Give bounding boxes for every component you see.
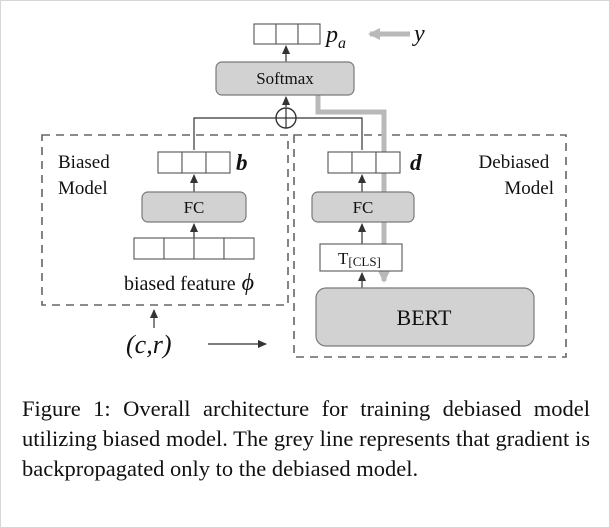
biased-feature-label: biased feature ϕ [124, 270, 254, 296]
biased-feature-vector [133, 237, 255, 260]
softmax-label: Softmax [256, 69, 314, 88]
tcls-node [319, 243, 403, 272]
tcls-label: T[CLS] [338, 249, 381, 269]
biased-model-label: Biased Model [58, 152, 114, 199]
figure-caption: Figure 1: Overall architecture for train… [22, 396, 590, 481]
vector-d-label: d [410, 150, 422, 175]
vector-b-label: b [236, 150, 248, 175]
vector-b [157, 151, 231, 174]
vector-d [327, 151, 401, 174]
bert-node [315, 287, 535, 347]
debiased-model-label: Debiased Model [479, 152, 554, 199]
debiased-model-boundary [293, 134, 567, 358]
architecture-diagram: pa y Softmax Biased Model Debiased Model… [41, 21, 567, 359]
prob-label: pa [324, 22, 346, 52]
softmax-node [215, 61, 355, 96]
b-to-combine-line [193, 117, 276, 150]
input-label: (c,r) [126, 330, 171, 359]
fc-right-node [311, 191, 415, 223]
fc-left-label: FC [184, 198, 205, 217]
output-prob-vector [253, 23, 321, 45]
bert-label: BERT [397, 305, 452, 330]
target-label: y [412, 21, 425, 47]
biased-model-boundary [41, 134, 289, 306]
fc-left-node [141, 191, 247, 223]
fc-right-label: FC [353, 198, 374, 217]
d-to-combine-line [296, 117, 363, 150]
